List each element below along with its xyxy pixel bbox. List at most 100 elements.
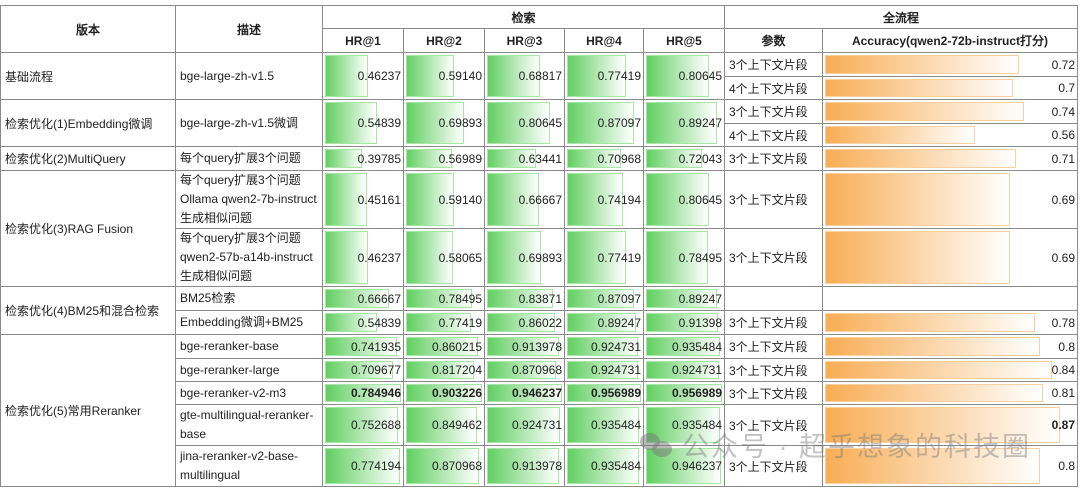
- hr4-value: 0.77419: [597, 250, 641, 265]
- description-cell: 每个query扩展3个问题: [175, 146, 323, 171]
- accuracy-value: 0.78: [1051, 315, 1075, 330]
- hr2-cell: 0.860215: [403, 334, 485, 359]
- description-cell: bge-large-zh-v1.5微调: [175, 99, 323, 147]
- hr3-data-bar: [487, 289, 553, 308]
- hr3-value: 0.69893: [518, 250, 562, 265]
- param-cell: 3个上下文片段: [724, 334, 823, 359]
- hr3-data-bar: [487, 173, 539, 226]
- hr2-data-bar: [406, 231, 454, 284]
- hr2-cell: 0.59140: [403, 170, 485, 229]
- param-cell: 3个上下文片段: [724, 228, 823, 287]
- accuracy-data-bar: [825, 231, 1011, 284]
- hr2-cell: 0.849462: [403, 404, 485, 446]
- hr1-data-bar: [325, 149, 362, 168]
- accuracy-cell: 0.84: [822, 358, 1078, 382]
- hr2-value: 0.870968: [431, 459, 482, 473]
- accuracy-cell: 0.8: [822, 334, 1078, 359]
- hr5-data-bar: [646, 102, 717, 144]
- header-hr3: HR@3: [484, 28, 565, 53]
- hr2-cell: 0.69893: [403, 99, 485, 147]
- hr3-value: 0.83871: [518, 291, 562, 306]
- hr4-data-bar: [567, 173, 624, 226]
- accuracy-cell: 0.7: [822, 76, 1078, 100]
- hr3-data-bar: [487, 337, 560, 356]
- accuracy-value: 0.69: [1051, 192, 1075, 207]
- hr2-value: 0.77419: [438, 315, 482, 330]
- hr4-data-bar: [567, 313, 636, 332]
- hr3-cell: 0.913978: [484, 445, 565, 487]
- hr3-cell: 0.946237: [484, 381, 565, 405]
- accuracy-data-bar: [825, 126, 975, 144]
- hr1-cell: 0.709677: [322, 358, 404, 382]
- description-cell: 每个query扩展3个问题 Ollama qwen2-7b-instruct生成…: [175, 170, 323, 229]
- accuracy-cell: 0.81: [822, 381, 1078, 405]
- hr3-cell: 0.83871: [484, 286, 565, 311]
- param-cell: 3个上下文片段: [724, 358, 823, 382]
- hr4-data-bar: [567, 407, 640, 443]
- description-cell: bge-reranker-base: [175, 334, 323, 359]
- hr1-value: 0.54839: [357, 315, 401, 330]
- description-cell: BM25检索: [175, 286, 323, 311]
- watermark: 公众号 · 超乎想象的科技圈: [640, 425, 1031, 464]
- hr1-cell: 0.39785: [322, 146, 404, 171]
- param-cell: 3个上下文片段: [724, 445, 823, 487]
- table-row: 检索优化(1)Embedding微调 bge-large-zh-v1.5微调 0.5…: [0, 99, 1078, 147]
- hr3-value: 0.66667: [518, 192, 562, 207]
- accuracy-cell: 0.72: [822, 52, 1078, 77]
- accuracy-data-bar: [825, 313, 1036, 332]
- hr4-value: 0.89247: [597, 315, 641, 330]
- hr4-data-bar: [567, 102, 634, 144]
- hr3-cell: 0.924731: [484, 404, 565, 446]
- version-cell: 基础流程: [0, 52, 176, 100]
- hr2-data-bar: [406, 173, 455, 226]
- hr5-value: 0.924731: [671, 363, 722, 377]
- hr5-value: 0.89247: [678, 116, 722, 130]
- hr2-data-bar: [406, 361, 475, 379]
- accuracy-data-bar: [825, 79, 1014, 97]
- hr3-value: 0.80645: [518, 116, 562, 130]
- hr2-cell: 0.58065: [403, 228, 485, 287]
- version-cell: 检索优化(3)RAG Fusion: [0, 170, 176, 287]
- header-hr1: HR@1: [322, 28, 404, 53]
- accuracy-cell: 0.69: [822, 228, 1078, 287]
- version-cell: 检索优化(4)BM25和混合检索: [0, 286, 176, 335]
- hr5-cell: 0.80645: [643, 52, 725, 100]
- hr1-data-bar: [325, 55, 369, 97]
- hr3-data-bar: [487, 231, 542, 284]
- hr1-data-bar: [325, 173, 367, 226]
- hr2-cell: 0.870968: [403, 445, 485, 487]
- accuracy-value: 0.72: [1051, 57, 1075, 72]
- hr5-data-bar: [646, 313, 719, 332]
- hr1-data-bar: [325, 231, 369, 284]
- hr4-data-bar: [567, 149, 621, 168]
- hr1-value: 0.784946: [350, 386, 401, 400]
- hr3-value: 0.946237: [511, 386, 562, 400]
- hr4-data-bar: [567, 384, 641, 402]
- hr2-cell: 0.56989: [403, 146, 485, 171]
- accuracy-cell: 0.56: [822, 123, 1078, 147]
- table-row: 基础流程 bge-large-zh-v1.5 0.46237 0.59140 0.688…: [0, 52, 1078, 100]
- hr5-value: 0.956989: [671, 386, 722, 400]
- header-hr2: HR@2: [403, 28, 485, 53]
- param-cell: 3个上下文片段: [724, 99, 823, 124]
- accuracy-value: 0.81: [1051, 386, 1075, 400]
- accuracy-data-bar: [825, 55, 1019, 74]
- hr4-value: 0.935484: [590, 459, 641, 473]
- hr3-cell: 0.69893: [484, 228, 565, 287]
- hr2-value: 0.69893: [438, 116, 482, 130]
- hr1-value: 0.709677: [350, 363, 401, 377]
- accuracy-data-bar: [825, 337, 1041, 356]
- hr1-cell: 0.46237: [322, 52, 404, 100]
- hr5-cell: 0.89247: [643, 99, 725, 147]
- hr3-cell: 0.913978: [484, 334, 565, 359]
- hr4-data-bar: [567, 289, 634, 308]
- description-cell: bge-reranker-v2-m3: [175, 381, 323, 405]
- param-cell: 4个上下文片段: [724, 123, 823, 147]
- hr4-value: 0.87097: [597, 116, 641, 130]
- hr4-cell: 0.87097: [564, 99, 644, 147]
- accuracy-data-bar: [825, 361, 1052, 379]
- table-row: 4个上下文片段 0.56: [1, 123, 1078, 147]
- hr2-cell: 0.903226: [403, 381, 485, 405]
- wechat-icon: [640, 431, 674, 459]
- hr2-value: 0.78495: [438, 291, 482, 306]
